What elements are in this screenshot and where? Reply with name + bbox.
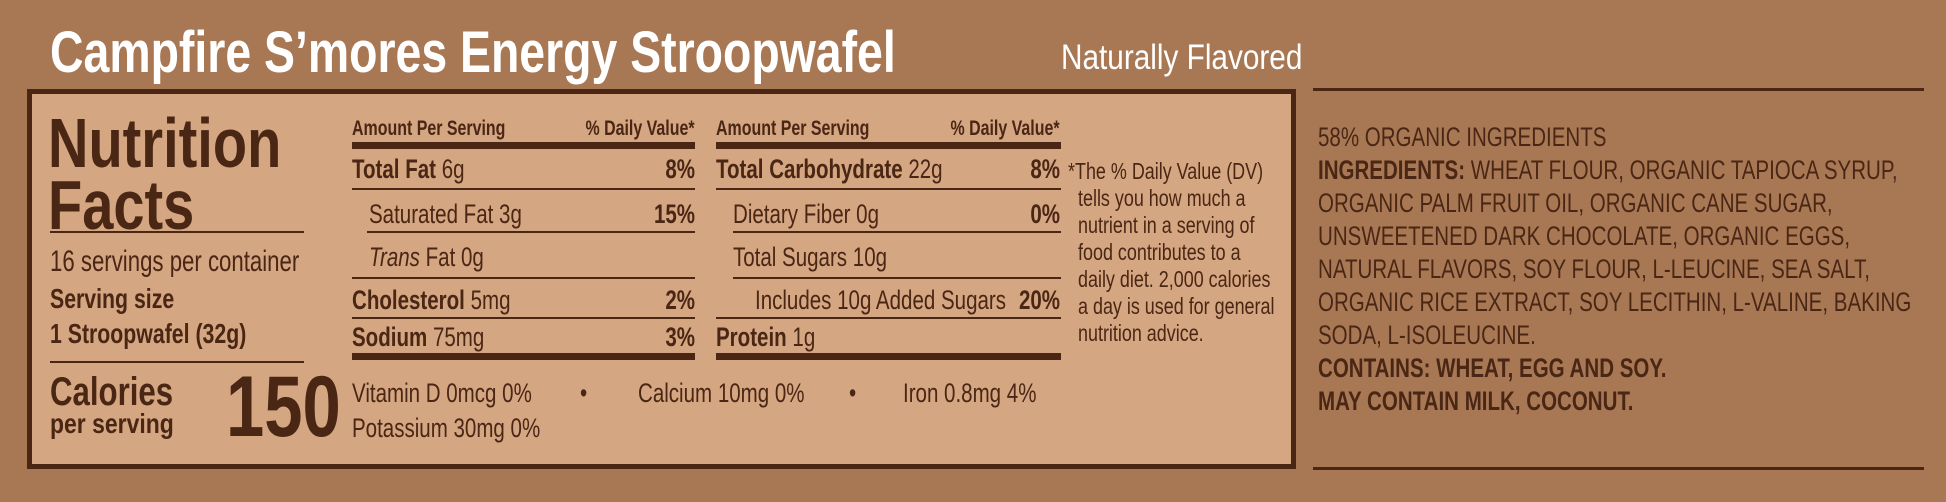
footnote-line: a day is used for general: [1078, 293, 1275, 319]
divider: [352, 317, 695, 319]
daily-value-header: % Daily Value*: [950, 117, 1060, 140]
dv-total-carbohydrate: 8%: [1030, 154, 1060, 184]
nutrient-saturated-fat: Saturated Fat 3g: [369, 199, 522, 229]
divider: [733, 231, 1061, 233]
iron: Iron 0.8mg 4%: [903, 378, 1037, 408]
thick-divider: [352, 353, 695, 360]
thick-divider: [352, 142, 695, 149]
divider: [716, 317, 1061, 319]
footnote-line: food contributes to a: [1078, 239, 1241, 265]
footnote-line: nutrient in a serving of: [1078, 212, 1255, 238]
nutrient-total-fat: Total Fat 6g: [352, 154, 465, 184]
dv-cholesterol: 2%: [665, 285, 695, 315]
nutrient-total-sugars: Total Sugars 10g: [733, 242, 888, 272]
nutrition-heading: Nutrition: [48, 104, 282, 182]
daily-value-header: % Daily Value*: [585, 117, 695, 140]
ingredients-line: UNSWEETENED DARK CHOCOLATE, ORGANIC EGGS…: [1318, 221, 1851, 251]
contains-allergens: CONTAINS: WHEAT, EGG AND SOY.: [1318, 353, 1667, 383]
organic-percentage: 58% ORGANIC INGREDIENTS: [1318, 122, 1607, 152]
amount-per-serving-header: Amount Per Serving: [352, 117, 506, 140]
divider: [733, 277, 1061, 279]
facts-heading: Facts: [48, 166, 195, 244]
servings-per-container: 16 servings per container: [50, 245, 300, 278]
ingredients-line: ORGANIC RICE EXTRACT, SOY LECITHIN, L-VA…: [1318, 287, 1912, 317]
nutrition-facts-panel: [27, 89, 1296, 469]
divider: [50, 361, 304, 363]
nutrient-dietary-fiber: Dietary Fiber 0g: [733, 199, 880, 229]
divider: [352, 188, 695, 190]
thick-divider: [716, 142, 1061, 149]
footnote-line: tells you how much a: [1078, 185, 1246, 211]
amount-per-serving-header: Amount Per Serving: [716, 117, 870, 140]
divider: [1313, 88, 1924, 91]
footnote-line: daily diet. 2,000 calories: [1078, 266, 1271, 292]
calories-per-serving: per serving: [50, 408, 174, 439]
nutrient-added-sugars: Includes 10g Added Sugars: [755, 285, 1006, 315]
may-contain-allergens: MAY CONTAIN MILK, COCONUT.: [1318, 386, 1634, 416]
dv-dietary-fiber: 0%: [1030, 199, 1060, 229]
nutrient-trans-fat: Trans Fat 0g: [369, 242, 484, 272]
divider: [352, 277, 695, 279]
calories-label: Calories: [50, 370, 174, 414]
product-title: Campfire S’mores Energy Stroopwafel: [50, 20, 896, 85]
bullet: •: [580, 378, 588, 408]
divider: [716, 188, 1061, 190]
thick-divider: [716, 353, 1061, 360]
footnote-line: nutrition advice.: [1078, 320, 1204, 346]
ingredients-line: NATURAL FLAVORS, SOY FLOUR, L-LEUCINE, S…: [1318, 254, 1870, 284]
nutrient-total-carbohydrate: Total Carbohydrate 22g: [716, 154, 943, 184]
divider: [50, 231, 304, 233]
ingredients-text: WHEAT FLOUR, ORGANIC TAPIOCA SYRUP,: [1465, 155, 1898, 185]
divider: [1313, 467, 1924, 470]
dv-added-sugars: 20%: [1018, 285, 1060, 315]
dv-sodium: 3%: [665, 322, 695, 352]
nutrient-protein: Protein 1g: [716, 322, 816, 352]
serving-size-label: Serving size: [50, 283, 175, 314]
ingredients-line: SODA, L-ISOLEUCINE.: [1318, 320, 1536, 350]
dv-saturated-fat: 15%: [653, 199, 695, 229]
divider: [367, 231, 695, 233]
ingredients-label: INGREDIENTS:: [1318, 155, 1466, 185]
vitamin-d: Vitamin D 0mcg 0%: [352, 378, 532, 408]
product-subtitle: Naturally Flavored: [1061, 38, 1303, 77]
serving-size-value: 1 Stroopwafel (32g): [50, 318, 247, 349]
dv-total-fat: 8%: [665, 154, 695, 184]
calories-value: 150: [226, 359, 341, 455]
ingredients-line: ORGANIC PALM FRUIT OIL, ORGANIC CANE SUG…: [1318, 188, 1833, 218]
nutrient-cholesterol: Cholesterol 5mg: [352, 285, 511, 315]
footnote-line: *The % Daily Value (DV): [1068, 158, 1264, 184]
potassium: Potassium 30mg 0%: [352, 413, 541, 443]
bullet: •: [849, 378, 857, 408]
calcium: Calcium 10mg 0%: [638, 378, 805, 408]
ingredients-line: INGREDIENTS: WHEAT FLOUR, ORGANIC TAPIOC…: [1318, 157, 1898, 184]
nutrient-sodium: Sodium 75mg: [352, 322, 485, 352]
